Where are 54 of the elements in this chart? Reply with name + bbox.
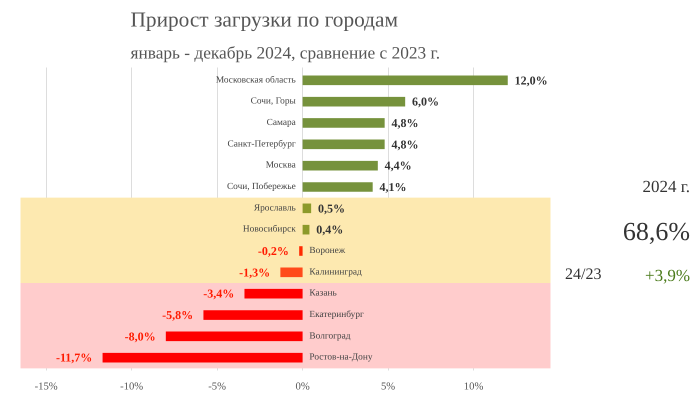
y-tick-label: Калининград [309, 267, 362, 278]
data-label: -8,0% [124, 329, 156, 344]
x-tick-label: 5% [380, 382, 396, 392]
x-tick-label: -15% [34, 382, 58, 392]
y-tick-label: Воронеж [309, 246, 346, 256]
y-tick-label: Новосибирск [242, 224, 296, 235]
bar [166, 332, 303, 342]
y-tick-label: Санкт-Петербург [228, 139, 296, 150]
data-label: -3,4% [203, 286, 234, 301]
y-tick-label: Москва [266, 160, 297, 171]
text: 68,6% [622, 216, 690, 248]
bar [302, 118, 385, 128]
data-label: 4,8% [392, 116, 418, 130]
x-tick-label: -5% [208, 382, 226, 392]
x-tick-label: 10% [464, 382, 484, 392]
data-label: 6,0% [412, 94, 440, 109]
bar [203, 310, 303, 320]
chart-subtitle: январь - декабрь 2024, сравнение с 2023 г. [130, 44, 440, 62]
y-tick-label: Екатеринбург [309, 310, 364, 320]
data-label: 0,5% [318, 201, 345, 216]
bar [302, 204, 312, 214]
bar [302, 182, 373, 192]
y-tick-label: Волгоград [309, 331, 351, 342]
chart-title: Прирост загрузки по городам [130, 8, 398, 32]
data-label: 4,8% [392, 137, 418, 152]
data-label: 0,4% [316, 222, 344, 237]
data-label: 4,4% [384, 158, 412, 173]
text: 24/23 [565, 265, 602, 286]
y-tick-label: Самара [266, 118, 297, 128]
data-label: -5,8% [162, 308, 194, 322]
y-tick-label: Сочи, Побережье [226, 182, 296, 192]
text: 2024 г. [641, 176, 690, 198]
bar [244, 288, 303, 298]
bar [302, 96, 406, 106]
y-tick-label: Ростов-на-Дону [309, 352, 373, 363]
data-label: 12,0% [514, 73, 548, 88]
bar [299, 246, 303, 256]
y-tick-label: Казань [309, 288, 337, 299]
bar [280, 268, 303, 278]
bar [302, 140, 385, 150]
bar [302, 76, 508, 86]
y-tick-label: Московская область [216, 75, 296, 86]
data-label: -1,3% [239, 265, 270, 280]
data-label: -11,7% [56, 350, 92, 365]
y-tick-label: Ярославль [254, 203, 296, 214]
data-label: -0,2% [258, 244, 289, 258]
bar [102, 352, 303, 362]
y-tick-label: Сочи, Горы [250, 96, 296, 107]
bar [302, 160, 378, 170]
text: +3,9% [645, 265, 690, 288]
x-tick-label: 0% [295, 382, 310, 392]
data-label: 4,1% [380, 180, 407, 194]
x-tick-label: -10% [120, 382, 144, 392]
bar [302, 224, 310, 234]
